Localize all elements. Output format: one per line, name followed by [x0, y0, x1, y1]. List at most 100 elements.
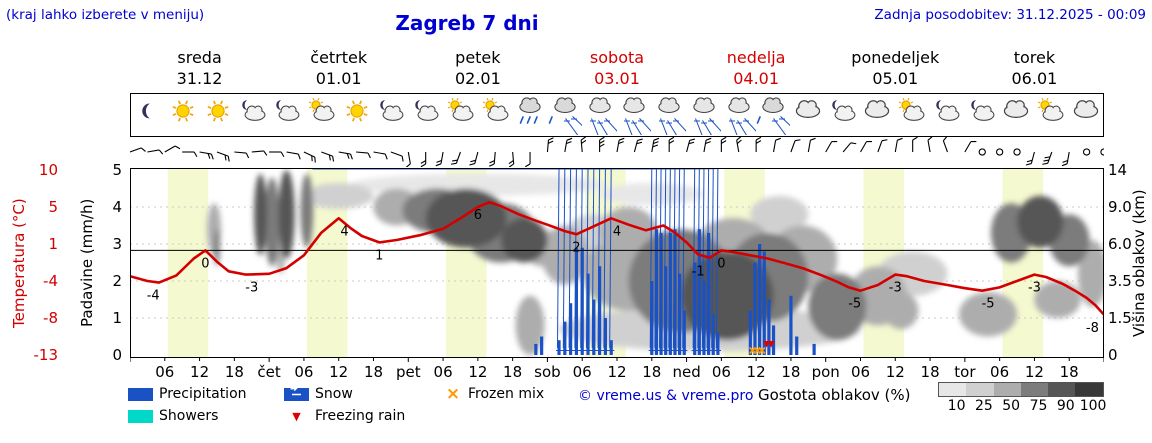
wind-barb: [420, 152, 427, 168]
wind-barb: [825, 141, 838, 153]
wind-barb: [755, 136, 762, 152]
weather-icon-cloud: [1004, 100, 1029, 118]
density-tick-label: 25: [974, 398, 993, 414]
day-abbrev: sob: [534, 363, 561, 381]
wind-barb: [736, 136, 742, 153]
hour-label: 12: [468, 363, 488, 381]
weather-icon-moon: [142, 103, 151, 119]
cloud-density-label-text: Gostota oblakov (%): [758, 386, 911, 404]
precipitation-swatch: [128, 387, 153, 401]
weather-icon-moon-cloud: [415, 100, 439, 121]
wind-barb: [129, 147, 146, 153]
wind-barb: [842, 142, 857, 153]
legend-precipitation: Precipitation: [128, 386, 247, 402]
weather-icon-slot: [235, 94, 270, 136]
freezing-rain-icon: ▼: [292, 409, 301, 423]
wind-barb: [303, 151, 316, 163]
weather-icon-moon-cloud: [970, 100, 995, 121]
svg-text:2: 2: [572, 240, 580, 255]
hour-label: 12: [329, 363, 349, 381]
weather-icon-slot: [409, 94, 444, 136]
weather-icon-slot: [166, 94, 201, 136]
weather-icon-slot: [825, 94, 860, 136]
temp-tick: -4: [43, 272, 58, 290]
wind-barb: [1082, 148, 1091, 156]
weather-icon-slot: [374, 94, 409, 136]
wind-barb: [580, 136, 587, 153]
precip-tick: 0: [112, 346, 122, 364]
density-swatch: [993, 383, 1021, 396]
temperature-line: [128, 200, 1106, 317]
snow-star-icon: [290, 387, 301, 395]
density-tick-label: 100: [1079, 398, 1107, 414]
legend-showers-label: Showers: [159, 408, 219, 424]
wind-barb: [373, 151, 388, 160]
hour-label: 18: [503, 363, 523, 381]
day-header: nedelja 04.01: [687, 47, 826, 91]
svg-text:-3: -3: [889, 281, 902, 296]
wind-barb: [877, 139, 888, 153]
weather-icon-cloud-rain: [519, 97, 541, 124]
wind-barb: [508, 151, 515, 168]
day-header: petek 02.01: [408, 47, 547, 91]
meteogram-plot: -4 0 -3 4 1 6 2 4 -1 0 -5 -3 -5 -3 -8: [128, 168, 1106, 362]
day-name: sobota: [589, 48, 645, 67]
weather-icon-sun: [346, 100, 368, 122]
cloud-tick: 9.0: [1108, 198, 1132, 216]
svg-text:-3: -3: [1028, 281, 1041, 296]
wind-barb: [978, 148, 986, 156]
wind-barb: [356, 151, 371, 159]
hour-label: 18: [224, 363, 244, 381]
day-date: 06.01: [1011, 69, 1058, 88]
day-header: četrtek 01.01: [269, 47, 408, 91]
weather-icon-slot: [895, 94, 930, 136]
weather-icon-slot: [999, 94, 1034, 136]
legend-frozen-mix: × Frozen mix: [444, 385, 544, 402]
copyright-link[interactable]: © vreme.us & vreme.pro: [578, 388, 753, 404]
hour-label: 18: [363, 363, 384, 381]
wind-barb: [269, 151, 285, 158]
density-swatch: [1048, 383, 1076, 396]
svg-text:0: 0: [201, 256, 209, 271]
weather-icon-slot: [305, 94, 340, 136]
day-abbrev: tor: [954, 363, 976, 381]
snow-swatch: [284, 387, 309, 401]
weather-icon-slot: [1068, 94, 1103, 136]
hour-label: 06: [294, 363, 314, 381]
page-title: Zagreb 7 dni: [395, 11, 539, 35]
day-date: 04.01: [733, 69, 780, 88]
hour-label: 06: [155, 363, 175, 381]
day-date: 05.01: [872, 69, 919, 88]
wind-barb: [488, 151, 496, 167]
hour-label: 12: [1024, 363, 1044, 381]
day-date: 31.12: [176, 69, 223, 88]
weather-icon-slot: [443, 94, 478, 136]
temp-tick: -13: [33, 346, 59, 364]
weather-icon-moon-cloud: [276, 100, 300, 121]
wind-barb: [546, 137, 554, 153]
temperature-axis-label: Temperatura (°C): [10, 198, 28, 328]
density-swatch: [1075, 383, 1103, 396]
weather-icon-cloud-snow: [658, 97, 687, 135]
weather-icon-slot: [270, 94, 305, 136]
cloud-tick: 14: [1108, 161, 1128, 179]
wind-barb: [616, 137, 625, 153]
wind-barbs-strip: [129, 136, 1108, 168]
time-axis: 06 12 18 čet 06 12 18 pet 06 12 18 sob 06 12 18 ned 06 12…: [0, 362, 1152, 381]
cloud-tick: 0: [1108, 346, 1118, 364]
svg-text:0: 0: [717, 256, 725, 271]
day-date: 02.01: [454, 69, 501, 88]
wind-barb: [147, 149, 164, 155]
svg-text:-3: -3: [245, 281, 258, 296]
wind-barb: [405, 151, 411, 168]
weather-icon-slot: [548, 94, 583, 136]
wind-barb: [338, 151, 353, 160]
day-name: ponedeljek: [851, 48, 940, 67]
freezing-rain-markers: [763, 341, 775, 348]
density-swatch: [966, 383, 994, 396]
weather-icon-slot: [513, 94, 548, 136]
wind-barb: [564, 137, 573, 153]
day-name: četrtek: [310, 48, 368, 67]
precip-tick: 3: [112, 235, 122, 253]
weather-icon-cloud: [865, 100, 890, 118]
